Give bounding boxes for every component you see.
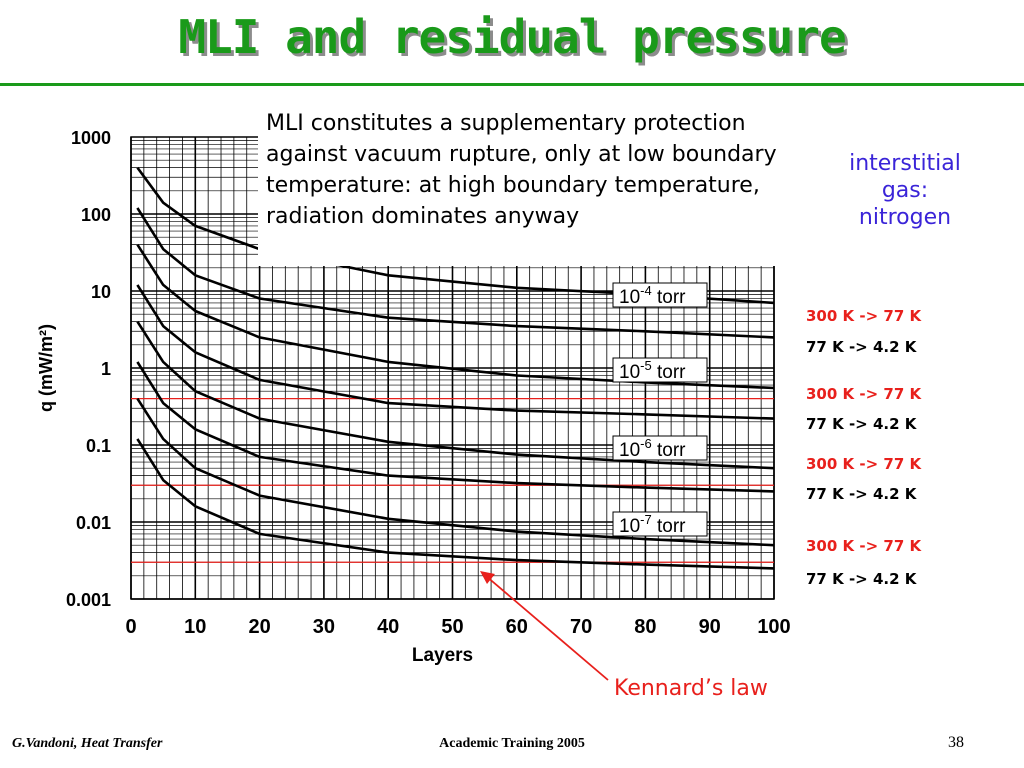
kennard-law-label: Kennard’s law — [614, 676, 768, 701]
pressure-label: 10-4 torr — [619, 283, 686, 308]
y-tick-label: 0.1 — [86, 436, 111, 456]
y-tick-label: 0.01 — [76, 513, 111, 533]
condition-label: 300 K -> 77 K — [806, 307, 922, 325]
condition-label: 77 K -> 4.2 K — [806, 338, 917, 356]
x-tick-label: 60 — [506, 616, 528, 638]
x-tick-label: 40 — [377, 616, 399, 638]
footer-event: Academic Training 2005 — [439, 736, 585, 751]
condition-label: 300 K -> 77 K — [806, 537, 922, 555]
pressure-label: 10-6 torr — [619, 436, 686, 461]
x-tick-label: 20 — [248, 616, 270, 638]
condition-label: 77 K -> 4.2 K — [806, 570, 917, 588]
x-axis-title: Layers — [412, 645, 473, 666]
y-tick-label: 1000 — [71, 128, 111, 148]
y-tick-label: 1 — [101, 359, 111, 379]
y-tick-label: 100 — [81, 205, 111, 225]
x-tick-label: 50 — [441, 616, 463, 638]
pressure-label-box — [612, 282, 708, 308]
title-divider — [0, 83, 1024, 86]
arrow-head — [480, 571, 495, 584]
series-curve — [136, 207, 775, 339]
pressure-labels: 10-4 torr 10-5 torr 10-6 torr 10-7 torr — [612, 282, 708, 537]
arrow-shaft — [485, 575, 609, 681]
footer-author: G.Vandoni, Heat Transfer — [12, 736, 163, 751]
x-tick-label: 100 — [757, 616, 790, 638]
x-tick-label: 80 — [634, 616, 656, 638]
condition-label: 77 K -> 4.2 K — [806, 415, 917, 433]
note-text: MLI constitutes a supplementary protecti… — [266, 111, 777, 229]
kennard-arrow — [480, 571, 609, 681]
slide-title: MLI and residual pressure — [178, 10, 846, 64]
x-tick-label: 70 — [570, 616, 592, 638]
condition-label: 300 K -> 77 K — [806, 385, 922, 403]
pressure-label-box — [612, 511, 708, 537]
y-tick-label: 0.001 — [66, 590, 111, 610]
series-curve — [136, 361, 775, 493]
x-tick-label: 90 — [699, 616, 721, 638]
y-axis-title: q (mW/m²) — [36, 324, 56, 412]
x-tick-label: 0 — [125, 616, 136, 638]
gas-label-line: gas: — [881, 178, 929, 203]
note-background — [258, 108, 798, 266]
x-tick-label: 30 — [313, 616, 335, 638]
series-curve — [136, 320, 775, 470]
interstitial-gas-label: interstitial gas: nitrogen — [828, 150, 982, 231]
series-curve — [136, 284, 775, 420]
series-curve — [136, 397, 775, 547]
pressure-label-box — [612, 357, 708, 383]
series-curve — [136, 438, 775, 570]
condition-label: 77 K -> 4.2 K — [806, 485, 917, 503]
x-tick-label: 10 — [184, 616, 206, 638]
chart-axes: 0 10 20 30 40 50 60 70 80 90 100 1000 100 10 1 0.1 0.01 0… — [36, 128, 791, 666]
pressure-label: 10-5 torr — [619, 358, 686, 383]
pressure-label-box — [612, 435, 708, 461]
gas-label-line: interstitial — [849, 151, 961, 176]
y-tick-label: 10 — [91, 282, 111, 302]
gas-label-line: nitrogen — [858, 205, 952, 230]
condition-label: 300 K -> 77 K — [806, 455, 922, 473]
page-number: 38 — [948, 734, 964, 751]
pressure-label: 10-7 torr — [619, 512, 686, 537]
